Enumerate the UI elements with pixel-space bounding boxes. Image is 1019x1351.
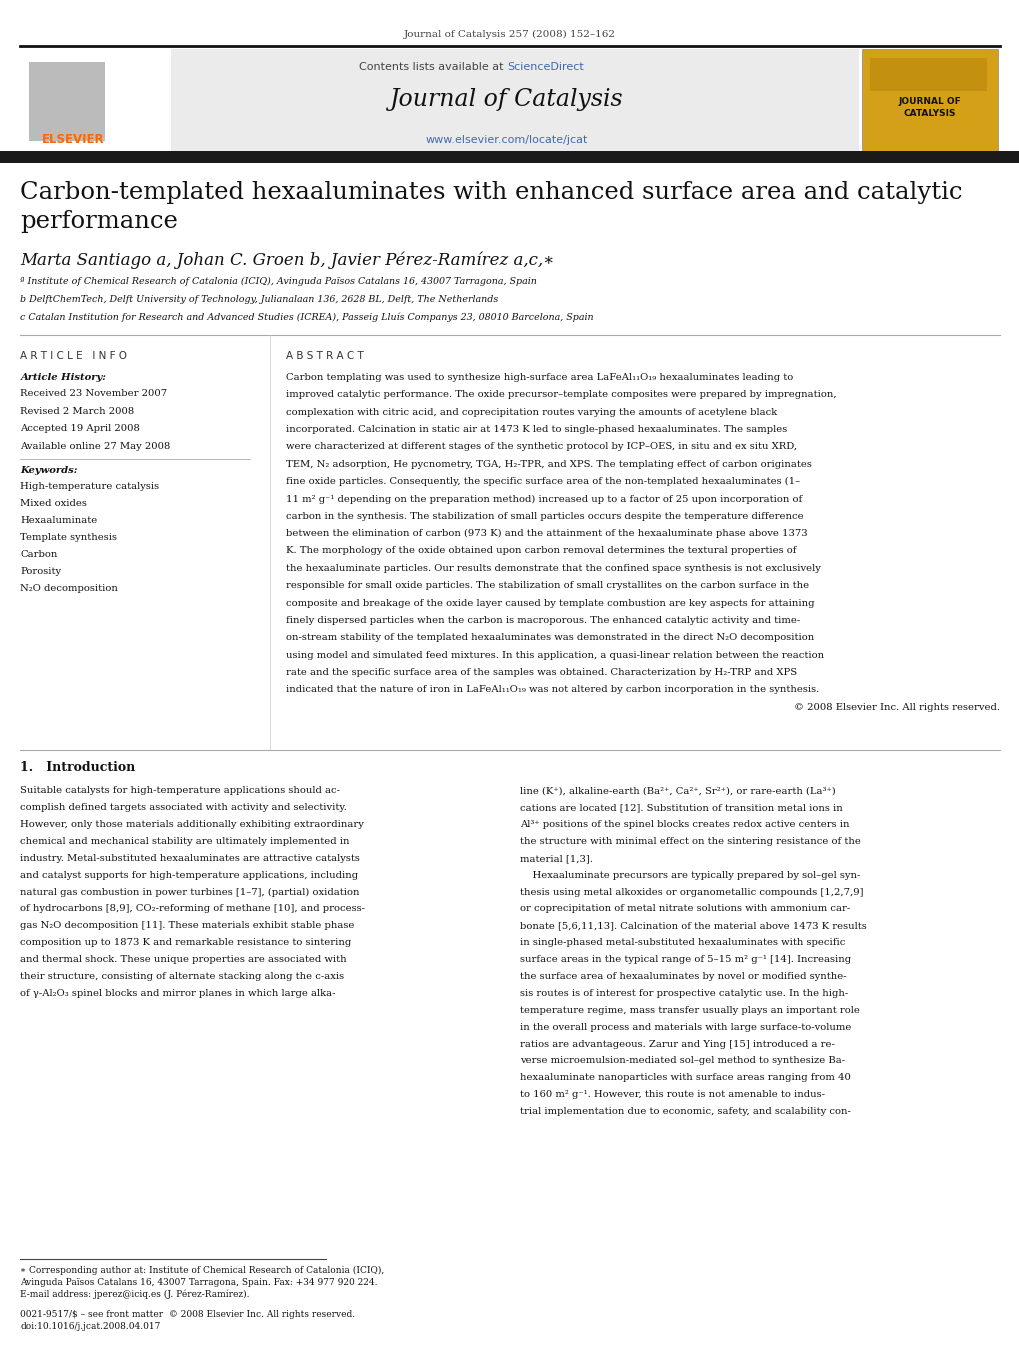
Text: Contents lists available at: Contents lists available at <box>359 62 506 72</box>
Text: Suitable catalysts for high-temperature applications should ac-: Suitable catalysts for high-temperature … <box>20 786 340 796</box>
Text: on-stream stability of the templated hexaaluminates was demonstrated in the dire: on-stream stability of the templated hex… <box>285 634 813 642</box>
Text: Carbon templating was used to synthesize high-surface area LaFeAl₁₁O₁₉ hexaalumi: Carbon templating was used to synthesize… <box>285 373 792 382</box>
Text: the surface area of hexaaluminates by novel or modified synthe-: the surface area of hexaaluminates by no… <box>520 973 846 981</box>
Text: A B S T R A C T: A B S T R A C T <box>285 351 363 361</box>
Text: c Catalan Institution for Research and Advanced Studies (ICREA), Passeig Lluís C: c Catalan Institution for Research and A… <box>20 312 593 322</box>
Text: indicated that the nature of iron in LaFeAl₁₁O₁₉ was not altered by carbon incor: indicated that the nature of iron in LaF… <box>285 685 818 694</box>
Text: were characterized at different stages of the synthetic protocol by ICP–OES, in : were characterized at different stages o… <box>285 442 796 451</box>
Text: carbon in the synthesis. The stabilization of small particles occurs despite the: carbon in the synthesis. The stabilizati… <box>285 512 802 520</box>
FancyBboxPatch shape <box>869 58 986 91</box>
Text: ratios are advantageous. Zarur and Ying [15] introduced a re-: ratios are advantageous. Zarur and Ying … <box>520 1040 835 1048</box>
Text: or coprecipitation of metal nitrate solutions with ammonium car-: or coprecipitation of metal nitrate solu… <box>520 905 850 913</box>
Text: responsible for small oxide particles. The stabilization of small crystallites o: responsible for small oxide particles. T… <box>285 581 808 590</box>
Text: trial implementation due to economic, safety, and scalability con-: trial implementation due to economic, sa… <box>520 1108 850 1116</box>
Text: natural gas combustion in power turbines [1–7], (partial) oxidation: natural gas combustion in power turbines… <box>20 888 360 897</box>
Text: Accepted 19 April 2008: Accepted 19 April 2008 <box>20 424 141 434</box>
Text: High-temperature catalysis: High-temperature catalysis <box>20 482 159 492</box>
Text: improved catalytic performance. The oxide precursor–template composites were pre: improved catalytic performance. The oxid… <box>285 390 836 400</box>
Text: ª Institute of Chemical Research of Catalonia (ICIQ), Avinguda Països Catalans 1: ª Institute of Chemical Research of Cata… <box>20 277 537 286</box>
Text: of hydrocarbons [8,9], CO₂-reforming of methane [10], and process-: of hydrocarbons [8,9], CO₂-reforming of … <box>20 905 365 913</box>
Text: b DelftChemTech, Delft University of Technology, Julianalaan 136, 2628 BL, Delft: b DelftChemTech, Delft University of Tec… <box>20 295 498 304</box>
FancyBboxPatch shape <box>20 49 171 154</box>
Text: Journal of Catalysis 257 (2008) 152–162: Journal of Catalysis 257 (2008) 152–162 <box>404 30 615 39</box>
Text: rate and the specific surface area of the samples was obtained. Characterization: rate and the specific surface area of th… <box>285 667 796 677</box>
Text: Available online 27 May 2008: Available online 27 May 2008 <box>20 442 170 451</box>
Text: hexaaluminate nanoparticles with surface areas ranging from 40: hexaaluminate nanoparticles with surface… <box>520 1074 850 1082</box>
Text: TEM, N₂ adsorption, He pycnometry, TGA, H₂-TPR, and XPS. The templating effect o: TEM, N₂ adsorption, He pycnometry, TGA, … <box>285 459 811 469</box>
Text: N₂O decomposition: N₂O decomposition <box>20 584 118 593</box>
Text: Hexaaluminate: Hexaaluminate <box>20 516 98 526</box>
Text: ELSEVIER: ELSEVIER <box>42 132 105 146</box>
Text: using model and simulated feed mixtures. In this application, a quasi-linear rel: using model and simulated feed mixtures.… <box>285 651 823 659</box>
Text: in single-phased metal-substituted hexaaluminates with specific: in single-phased metal-substituted hexaa… <box>520 939 845 947</box>
Text: temperature regime, mass transfer usually plays an important role: temperature regime, mass transfer usuall… <box>520 1006 859 1015</box>
Text: Porosity: Porosity <box>20 566 61 576</box>
Text: Hexaaluminate precursors are typically prepared by sol–gel syn-: Hexaaluminate precursors are typically p… <box>520 871 860 880</box>
Text: complexation with citric acid, and coprecipitation routes varying the amounts of: complexation with citric acid, and copre… <box>285 408 776 416</box>
Text: Keywords:: Keywords: <box>20 466 77 476</box>
Text: Article History:: Article History: <box>20 373 106 382</box>
Text: the structure with minimal effect on the sintering resistance of the: the structure with minimal effect on the… <box>520 838 860 846</box>
Text: chemical and mechanical stability are ultimately implemented in: chemical and mechanical stability are ul… <box>20 838 350 846</box>
Text: fine oxide particles. Consequently, the specific surface area of the non-templat: fine oxide particles. Consequently, the … <box>285 477 799 486</box>
Text: sis routes is of interest for prospective catalytic use. In the high-: sis routes is of interest for prospectiv… <box>520 989 848 998</box>
Text: complish defined targets associated with activity and selectivity.: complish defined targets associated with… <box>20 802 346 812</box>
FancyBboxPatch shape <box>20 49 858 154</box>
Text: line (K⁺), alkaline-earth (Ba²⁺, Ca²⁺, Sr²⁺), or rare-earth (La³⁺): line (K⁺), alkaline-earth (Ba²⁺, Ca²⁺, S… <box>520 786 836 796</box>
Text: www.elsevier.com/locate/jcat: www.elsevier.com/locate/jcat <box>425 135 588 145</box>
Text: verse microemulsion-mediated sol–gel method to synthesize Ba-: verse microemulsion-mediated sol–gel met… <box>520 1056 845 1066</box>
Text: ∗ Corresponding author at: Institute of Chemical Research of Catalonia (ICIQ),
A: ∗ Corresponding author at: Institute of … <box>20 1266 384 1300</box>
Text: in the overall process and materials with large surface-to-volume: in the overall process and materials wit… <box>520 1023 851 1032</box>
Text: of γ-Al₂O₃ spinel blocks and mirror planes in which large alka-: of γ-Al₂O₃ spinel blocks and mirror plan… <box>20 989 335 998</box>
Text: © 2008 Elsevier Inc. All rights reserved.: © 2008 Elsevier Inc. All rights reserved… <box>793 703 999 712</box>
Text: thesis using metal alkoxides or organometallic compounds [1,2,7,9]: thesis using metal alkoxides or organome… <box>520 888 863 897</box>
Text: incorporated. Calcination in static air at 1473 K led to single-phased hexaalumi: incorporated. Calcination in static air … <box>285 426 786 434</box>
Text: Received 23 November 2007: Received 23 November 2007 <box>20 389 167 399</box>
Text: between the elimination of carbon (973 K) and the attainment of the hexaaluminat: between the elimination of carbon (973 K… <box>285 530 806 538</box>
Text: Revised 2 March 2008: Revised 2 March 2008 <box>20 407 135 416</box>
Text: K. The morphology of the oxide obtained upon carbon removal determines the textu: K. The morphology of the oxide obtained … <box>285 547 795 555</box>
Text: Al³⁺ positions of the spinel blocks creates redox active centers in: Al³⁺ positions of the spinel blocks crea… <box>520 820 849 830</box>
Text: 11 m² g⁻¹ depending on the preparation method) increased up to a factor of 25 up: 11 m² g⁻¹ depending on the preparation m… <box>285 494 801 504</box>
FancyBboxPatch shape <box>0 151 1019 163</box>
Text: Marta Santiago a, Johan C. Groen b, Javier Pérez-Ramírez a,c,∗: Marta Santiago a, Johan C. Groen b, Javi… <box>20 251 554 269</box>
Text: Template synthesis: Template synthesis <box>20 532 117 542</box>
Text: to 160 m² g⁻¹. However, this route is not amenable to indus-: to 160 m² g⁻¹. However, this route is no… <box>520 1090 824 1100</box>
Text: industry. Metal-substituted hexaaluminates are attractive catalysts: industry. Metal-substituted hexaaluminat… <box>20 854 360 863</box>
Text: However, only those materials additionally exhibiting extraordinary: However, only those materials additional… <box>20 820 364 830</box>
Text: composite and breakage of the oxide layer caused by template combustion are key : composite and breakage of the oxide laye… <box>285 598 813 608</box>
Text: finely dispersed particles when the carbon is macroporous. The enhanced catalyti: finely dispersed particles when the carb… <box>285 616 799 626</box>
Text: material [1,3].: material [1,3]. <box>520 854 592 863</box>
Text: composition up to 1873 K and remarkable resistance to sintering: composition up to 1873 K and remarkable … <box>20 939 352 947</box>
Text: A R T I C L E   I N F O: A R T I C L E I N F O <box>20 351 127 361</box>
Text: Carbon: Carbon <box>20 550 58 559</box>
Text: 1.   Introduction: 1. Introduction <box>20 761 136 774</box>
Text: bonate [5,6,11,13]. Calcination of the material above 1473 K results: bonate [5,6,11,13]. Calcination of the m… <box>520 921 866 931</box>
Text: their structure, consisting of alternate stacking along the c-axis: their structure, consisting of alternate… <box>20 973 344 981</box>
Text: Carbon-templated hexaaluminates with enhanced surface area and catalytic
perform: Carbon-templated hexaaluminates with enh… <box>20 181 962 234</box>
Text: Mixed oxides: Mixed oxides <box>20 499 88 508</box>
Text: Journal of Catalysis: Journal of Catalysis <box>389 88 624 112</box>
Text: 0021-9517/$ – see front matter  © 2008 Elsevier Inc. All rights reserved.
doi:10: 0021-9517/$ – see front matter © 2008 El… <box>20 1310 356 1331</box>
Text: JOURNAL OF
CATALYSIS: JOURNAL OF CATALYSIS <box>898 97 961 118</box>
Text: gas N₂O decomposition [11]. These materials exhibit stable phase: gas N₂O decomposition [11]. These materi… <box>20 921 355 931</box>
Text: ScienceDirect: ScienceDirect <box>506 62 583 72</box>
Text: and thermal shock. These unique properties are associated with: and thermal shock. These unique properti… <box>20 955 346 965</box>
Text: the hexaaluminate particles. Our results demonstrate that the confined space syn: the hexaaluminate particles. Our results… <box>285 563 819 573</box>
Text: cations are located [12]. Substitution of transition metal ions in: cations are located [12]. Substitution o… <box>520 802 842 812</box>
FancyBboxPatch shape <box>861 49 997 154</box>
FancyBboxPatch shape <box>29 62 105 141</box>
Text: surface areas in the typical range of 5–15 m² g⁻¹ [14]. Increasing: surface areas in the typical range of 5–… <box>520 955 851 965</box>
Text: and catalyst supports for high-temperature applications, including: and catalyst supports for high-temperatu… <box>20 871 358 880</box>
